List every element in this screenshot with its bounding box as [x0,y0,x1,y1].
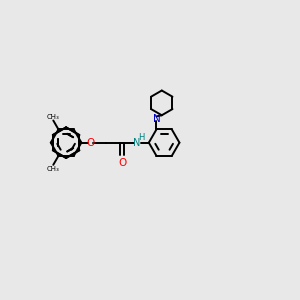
Text: O: O [87,138,95,148]
Text: N: N [133,138,140,148]
Text: O: O [118,158,126,168]
Text: CH₃: CH₃ [47,166,60,172]
Text: N: N [153,114,160,124]
Text: CH₃: CH₃ [47,114,60,120]
Text: H: H [138,133,145,142]
